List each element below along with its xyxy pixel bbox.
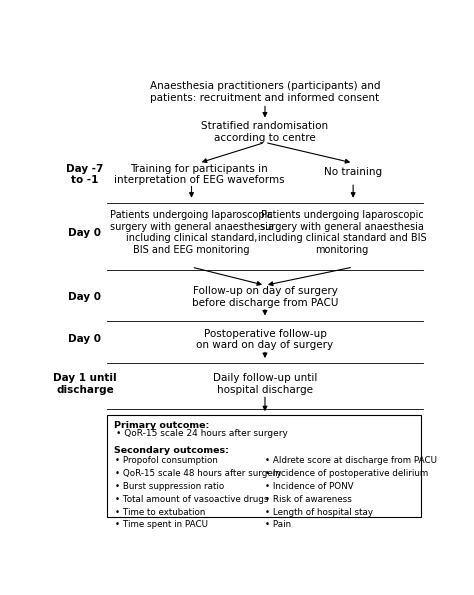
Text: • Total amount of vasoactive drugs: • Total amount of vasoactive drugs — [115, 494, 269, 504]
Text: No training: No training — [324, 167, 382, 177]
Text: Follow-up on day of surgery
before discharge from PACU: Follow-up on day of surgery before disch… — [192, 286, 338, 308]
Text: Day 0: Day 0 — [68, 292, 101, 302]
Text: Patients undergoing laparoscopic
surgery with general anaesthesia
including clin: Patients undergoing laparoscopic surgery… — [109, 210, 273, 255]
Text: • Pain: • Pain — [265, 521, 291, 530]
Text: Primary outcome:: Primary outcome: — [114, 421, 209, 430]
Text: Training for participants in
interpretation of EEG waveforms: Training for participants in interpretat… — [114, 164, 284, 185]
Text: Day 0: Day 0 — [68, 228, 101, 237]
Text: • Incidence of PONV: • Incidence of PONV — [265, 482, 354, 491]
Text: • Burst suppression ratio: • Burst suppression ratio — [115, 482, 224, 491]
Text: • Time spent in PACU: • Time spent in PACU — [115, 521, 208, 530]
Text: Day -7
to -1: Day -7 to -1 — [66, 164, 104, 185]
Text: Day 1 until
discharge: Day 1 until discharge — [53, 373, 117, 394]
Text: • Length of hospital stay: • Length of hospital stay — [265, 508, 373, 516]
Text: • Propofol consumption: • Propofol consumption — [115, 456, 218, 465]
Text: • Risk of awareness: • Risk of awareness — [265, 494, 352, 504]
Text: • Time to extubation: • Time to extubation — [115, 508, 205, 516]
Text: Patients undergoing laparoscopic
surgery with general anaesthesia
including clin: Patients undergoing laparoscopic surgery… — [258, 210, 427, 255]
Text: Secondary outcomes:: Secondary outcomes: — [114, 446, 228, 455]
Text: • QoR-15 scale 24 hours after surgery: • QoR-15 scale 24 hours after surgery — [116, 429, 288, 438]
Bar — [107, 415, 421, 516]
Text: Postoperative follow-up
on ward on day of surgery: Postoperative follow-up on ward on day o… — [196, 328, 334, 350]
Text: Daily follow-up until
hospital discharge: Daily follow-up until hospital discharge — [213, 373, 317, 394]
Text: • Incidence of postoperative delirium: • Incidence of postoperative delirium — [265, 469, 428, 478]
Text: Stratified randomisation
according to centre: Stratified randomisation according to ce… — [201, 121, 328, 143]
Text: • QoR-15 scale 48 hours after surgery: • QoR-15 scale 48 hours after surgery — [115, 469, 282, 478]
Text: Anaesthesia practitioners (participants) and
patients: recruitment and informed : Anaesthesia practitioners (participants)… — [150, 81, 380, 103]
Text: Day 0: Day 0 — [68, 334, 101, 345]
Text: • Aldrete score at discharge from PACU: • Aldrete score at discharge from PACU — [265, 456, 437, 465]
